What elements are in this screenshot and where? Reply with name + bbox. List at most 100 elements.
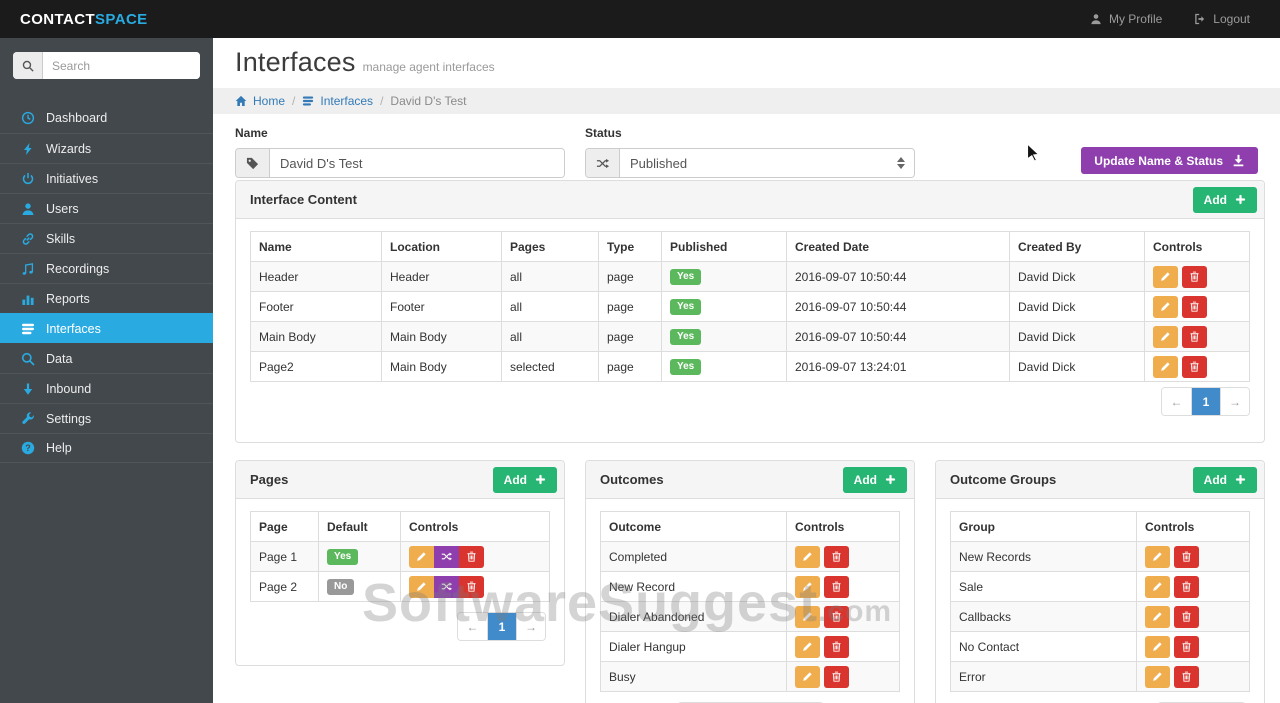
cell-created-by: David Dick: [1010, 262, 1145, 292]
pencil-icon: [1160, 331, 1171, 342]
home-icon: [235, 95, 247, 107]
table-row: New Records: [951, 542, 1250, 572]
sidebar-item-reports[interactable]: Reports: [0, 283, 213, 313]
edit-button[interactable]: [1145, 546, 1170, 568]
list-icon: [21, 322, 35, 336]
edit-button[interactable]: [409, 546, 434, 568]
column-header: Page: [251, 512, 319, 542]
pencil-icon: [1152, 551, 1163, 562]
edit-button[interactable]: [1145, 576, 1170, 598]
sidebar-item-skills[interactable]: Skills: [0, 223, 213, 253]
trash-icon: [831, 641, 842, 652]
outcome-groups-panel: Outcome Groups Add Group Controls New Re…: [935, 460, 1265, 703]
name-input[interactable]: [270, 149, 564, 177]
shuffle-button[interactable]: [434, 546, 459, 568]
pagination-prev-button[interactable]: ←: [458, 613, 487, 640]
delete-button[interactable]: [824, 606, 849, 628]
delete-button[interactable]: [1174, 636, 1199, 658]
update-name-status-button[interactable]: Update Name & Status: [1081, 147, 1258, 174]
bar-chart-icon: [21, 292, 35, 306]
cell-created-date: 2016-09-07 13:24:01: [787, 352, 1010, 382]
breadcrumb-home-link[interactable]: Home: [235, 94, 285, 108]
column-header: Controls: [787, 512, 900, 542]
delete-button[interactable]: [824, 576, 849, 598]
shuffle-button[interactable]: [434, 576, 459, 598]
delete-button[interactable]: [1174, 666, 1199, 688]
edit-button[interactable]: [1153, 296, 1178, 318]
panel-title: Interface Content: [250, 192, 357, 207]
delete-button[interactable]: [824, 546, 849, 568]
delete-button[interactable]: [1174, 546, 1199, 568]
delete-button[interactable]: [1182, 356, 1207, 378]
table-row: Sale: [951, 572, 1250, 602]
breadcrumb-separator: /: [292, 94, 295, 108]
sidebar-item-initiatives[interactable]: Initiatives: [0, 163, 213, 193]
sidebar-item-wizards[interactable]: Wizards: [0, 133, 213, 163]
interface-content-body: Name Location Pages Type Published Creat…: [236, 219, 1264, 394]
logout-link[interactable]: Logout: [1194, 12, 1250, 26]
edit-button[interactable]: [409, 576, 434, 598]
pagination-page-1[interactable]: 1: [1191, 388, 1220, 415]
edit-button[interactable]: [795, 576, 820, 598]
sidebar-item-recordings[interactable]: Recordings: [0, 253, 213, 283]
pagination-next-button[interactable]: →: [1220, 388, 1249, 415]
delete-button[interactable]: [459, 546, 484, 568]
published-badge: Yes: [670, 269, 701, 285]
add-page-button[interactable]: Add: [493, 467, 557, 493]
my-profile-link[interactable]: My Profile: [1090, 12, 1162, 26]
edit-button[interactable]: [1145, 606, 1170, 628]
trash-icon: [1181, 641, 1192, 652]
sidebar-item-help[interactable]: Help: [0, 433, 213, 463]
add-outcome-group-button[interactable]: Add: [1193, 467, 1257, 493]
edit-button[interactable]: [1153, 326, 1178, 348]
outcomes-panel: Outcomes Add Outcome Controls Completed: [585, 460, 915, 703]
page-header: Interfacesmanage agent interfaces: [213, 38, 1280, 88]
add-interface-content-button[interactable]: Add: [1193, 187, 1257, 213]
sidebar-item-settings[interactable]: Settings: [0, 403, 213, 433]
default-badge: Yes: [327, 549, 358, 565]
cell-created-by: David Dick: [1010, 322, 1145, 352]
delete-button[interactable]: [1174, 576, 1199, 598]
edit-button[interactable]: [795, 636, 820, 658]
sidebar-item-dashboard[interactable]: Dashboard: [0, 103, 213, 133]
cell-outcome: Completed: [601, 542, 787, 572]
delete-button[interactable]: [824, 666, 849, 688]
cell-group: New Records: [951, 542, 1137, 572]
edit-button[interactable]: [1145, 636, 1170, 658]
cell-type: page: [599, 352, 662, 382]
table-row: Completed: [601, 542, 900, 572]
pagination-prev-button[interactable]: ←: [1162, 388, 1191, 415]
edit-button[interactable]: [1153, 266, 1178, 288]
edit-button[interactable]: [1145, 666, 1170, 688]
sidebar-search: [13, 52, 200, 79]
search-input[interactable]: [43, 52, 200, 79]
delete-button[interactable]: [824, 636, 849, 658]
table-row: Page2 Main Body selected page Yes 2016-0…: [251, 352, 1250, 382]
edit-button[interactable]: [795, 546, 820, 568]
sidebar-item-users[interactable]: Users: [0, 193, 213, 223]
edit-button[interactable]: [795, 666, 820, 688]
trash-icon: [466, 551, 477, 562]
delete-button[interactable]: [1182, 296, 1207, 318]
profile-icon: [1090, 13, 1102, 25]
add-outcome-button[interactable]: Add: [843, 467, 907, 493]
delete-button[interactable]: [1182, 266, 1207, 288]
sidebar-item-interfaces[interactable]: Interfaces: [0, 313, 213, 343]
pagination-next-button[interactable]: →: [516, 613, 545, 640]
panel-title: Pages: [250, 472, 288, 487]
sidebar-item-inbound[interactable]: Inbound: [0, 373, 213, 403]
delete-button[interactable]: [1182, 326, 1207, 348]
cell-group: No Contact: [951, 632, 1137, 662]
delete-button[interactable]: [1174, 606, 1199, 628]
wrench-icon: [21, 412, 35, 426]
table-row: Busy: [601, 662, 900, 692]
delete-button[interactable]: [459, 576, 484, 598]
name-label: Name: [235, 126, 565, 140]
edit-button[interactable]: [795, 606, 820, 628]
my-profile-label: My Profile: [1109, 12, 1162, 26]
pagination-page-1[interactable]: 1: [487, 613, 516, 640]
edit-button[interactable]: [1153, 356, 1178, 378]
sidebar-item-data[interactable]: Data: [0, 343, 213, 373]
status-select[interactable]: Published: [620, 149, 914, 177]
breadcrumb-interfaces-link[interactable]: Interfaces: [302, 94, 373, 108]
